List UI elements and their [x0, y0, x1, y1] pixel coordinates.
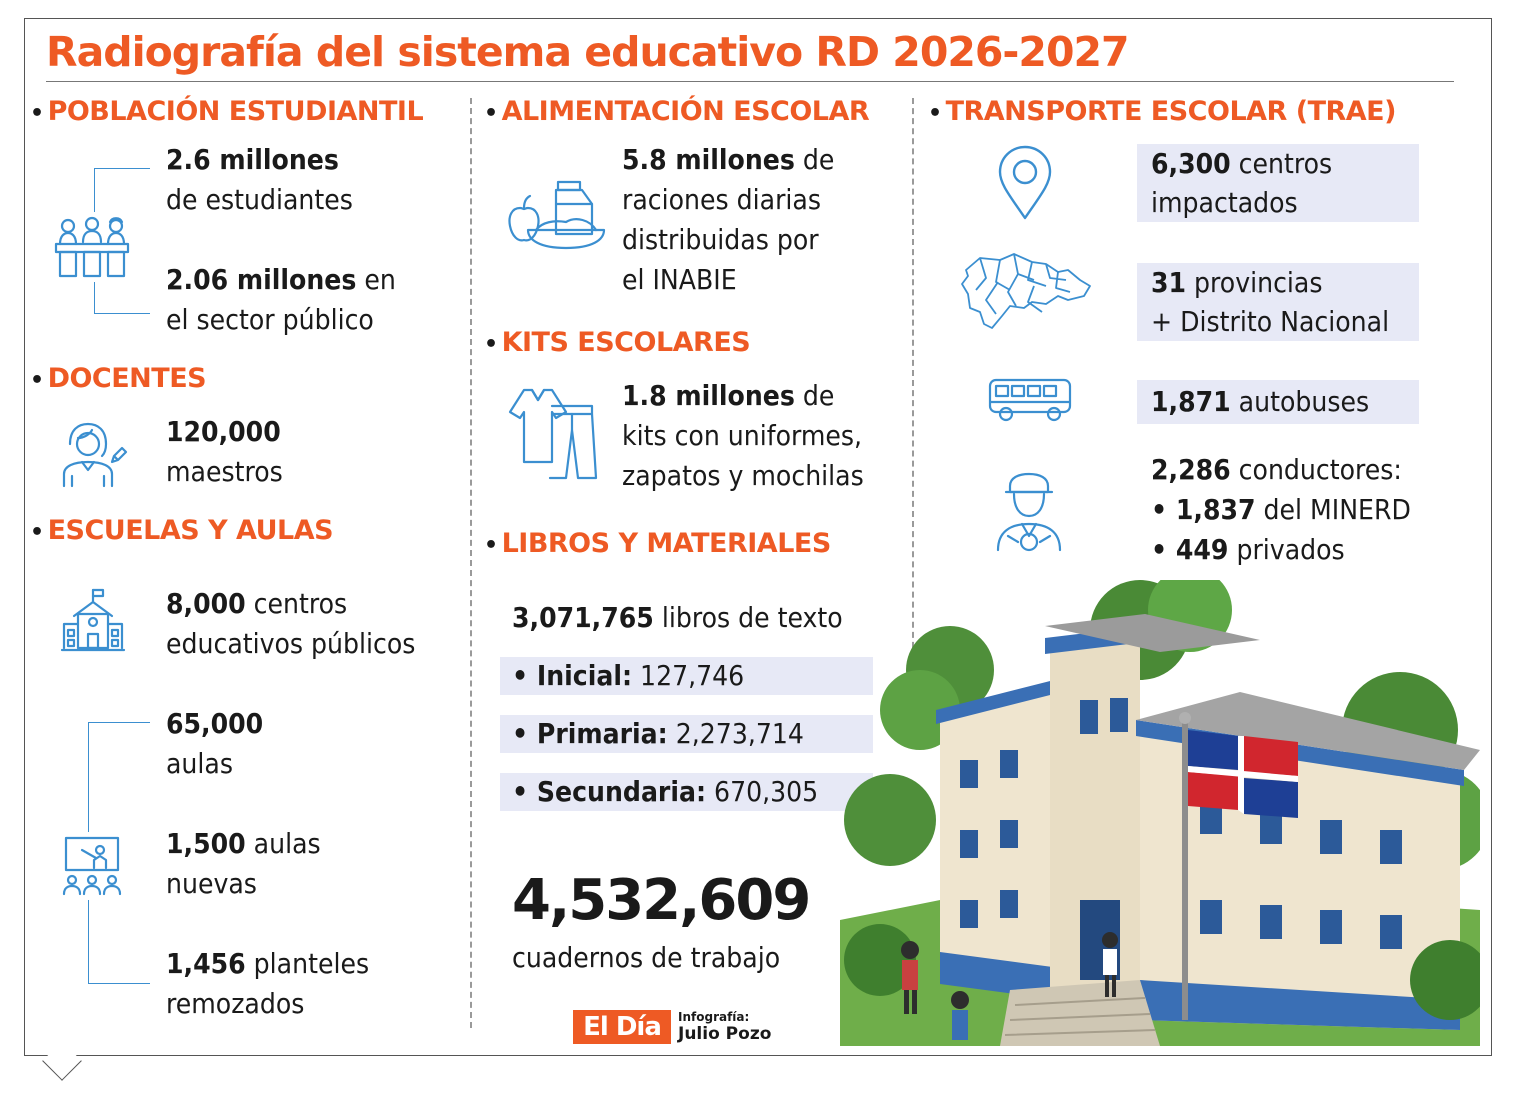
classroom-icon [60, 832, 124, 900]
students-icon [54, 212, 130, 282]
section-transporte-heading: • TRANSPORTE ESCOLAR (TRAE) [928, 96, 1396, 127]
libros-item-primaria: • Primaria: 2,273,714 [500, 715, 873, 753]
food-icon [506, 180, 606, 252]
escuelas-stat-aulas: 65,000 aulas [166, 707, 264, 780]
uniform-icon [508, 386, 600, 482]
infographic-frame [24, 18, 1492, 1056]
section-escuelas-heading: • ESCUELAS Y AULAS [30, 515, 334, 546]
transporte-stat-conductores: 2,286 conductores: • 1,837 del MINERD • 44… [1151, 453, 1411, 566]
escuelas-stat-aulas-nuevas: 1,500 aulas nuevas [166, 827, 321, 900]
escuelas-stat-planteles: 1,456 planteles remozados [166, 947, 370, 1020]
docentes-stat: 120,000 maestros [166, 415, 283, 488]
section-kits-heading: • KITS ESCOLARES [484, 327, 751, 358]
school-icon [60, 588, 126, 652]
escuelas-stat-centros: 8,000 centros educativos públicos [166, 587, 416, 660]
column-divider-right [912, 98, 914, 658]
teacher-icon [56, 416, 128, 488]
page-title: Radiografía del sistema educativo RD 202… [46, 28, 1130, 76]
el-dia-logo: El Día [573, 1010, 671, 1044]
bus-icon [988, 378, 1072, 424]
cuadernos-number: 4,532,609 [512, 868, 811, 933]
poblacion-bracket-top [94, 168, 150, 169]
transporte-stat-centros: 6,300 centros impactados [1137, 144, 1419, 222]
title-divider [46, 81, 1454, 82]
poblacion-bracket-bottom [94, 313, 150, 314]
libros-total: 3,071,765 libros de texto [512, 601, 843, 634]
section-docentes-heading: • DOCENTES [30, 363, 207, 394]
location-pin-icon [996, 144, 1054, 220]
section-alimentacion-heading: • ALIMENTACIÓN ESCOLAR [484, 96, 870, 127]
map-icon [958, 250, 1098, 346]
poblacion-stat-publico: 2.06 millones en el sector público [166, 263, 396, 336]
cuadernos-text: cuadernos de trabajo [512, 941, 781, 974]
alimentacion-stat: 5.8 millones de raciones diarias distribui… [622, 143, 835, 296]
transporte-stat-provincias: 31 provincias + Distrito Nacional [1137, 263, 1419, 341]
driver-icon [994, 472, 1064, 552]
transporte-stat-autobuses: 1,871 autobuses [1137, 380, 1419, 424]
infografia-credit: Infografía: Julio Pozo [678, 1010, 772, 1044]
kits-stat: 1.8 millones de kits con uniformes, zapato… [622, 379, 864, 492]
aulas-bracket-bottom [88, 983, 150, 984]
libros-item-secundaria: • Secundaria: 670,305 [500, 773, 873, 811]
column-divider-left [470, 98, 472, 1028]
libros-item-inicial: • Inicial: 127,746 [500, 657, 873, 695]
section-libros-heading: • LIBROS Y MATERIALES [484, 528, 831, 559]
section-poblacion-heading: • POBLACIÓN ESTUDIANTIL [30, 96, 424, 127]
poblacion-stat-estudiantes: 2.6 millones de estudiantes [166, 143, 353, 216]
aulas-bracket-top [88, 722, 150, 723]
school-building-illustration [840, 568, 1490, 1046]
